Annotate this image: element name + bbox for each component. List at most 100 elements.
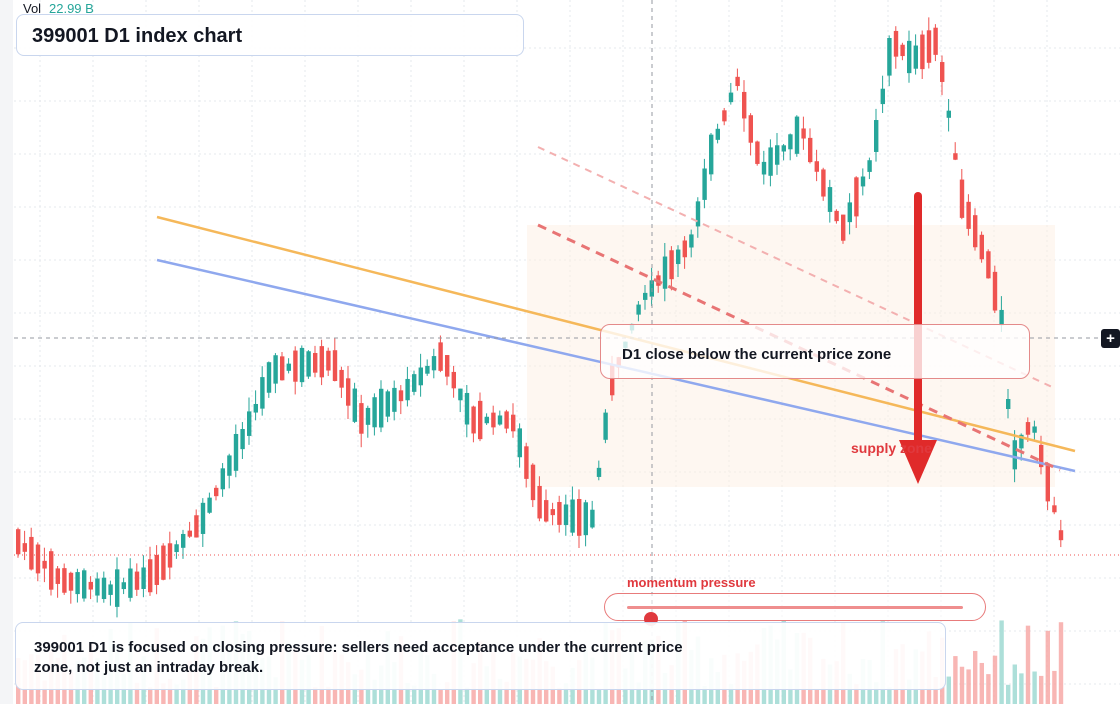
volume-bar xyxy=(959,666,965,704)
volume-bar xyxy=(214,686,219,704)
candle-body xyxy=(966,201,971,229)
candle-body xyxy=(491,412,496,428)
volume-bar xyxy=(953,656,958,704)
volume-bar xyxy=(1006,684,1011,704)
candle-body xyxy=(847,202,852,223)
candle-body xyxy=(1052,505,1057,513)
candle-body xyxy=(999,309,1004,326)
candle-body xyxy=(75,572,80,595)
candle-body xyxy=(115,569,120,607)
candle-body xyxy=(154,554,159,585)
candle-body xyxy=(438,342,443,371)
down-arrow xyxy=(899,192,937,484)
candle-body xyxy=(893,30,899,57)
volume-bar xyxy=(907,679,912,704)
volume-bar xyxy=(134,682,140,704)
candle-body xyxy=(392,387,397,412)
candle-body xyxy=(748,115,753,143)
candle-body xyxy=(695,201,701,227)
candle-body xyxy=(187,530,192,537)
candle-body xyxy=(148,559,153,593)
candle-body xyxy=(352,388,357,422)
volume-bar xyxy=(326,686,331,704)
crosshair-plus-icon[interactable]: + xyxy=(1101,329,1120,348)
candle-body xyxy=(920,34,925,70)
volume-bar xyxy=(1019,673,1024,704)
candle-body xyxy=(517,428,522,458)
candle-body xyxy=(603,412,608,440)
volume-bar xyxy=(596,688,602,704)
candle-body xyxy=(464,392,470,425)
candle-body xyxy=(425,365,430,374)
candle-body xyxy=(35,544,41,574)
candle-body xyxy=(781,145,786,152)
candle-body xyxy=(62,568,67,593)
candle-body xyxy=(194,515,199,538)
candle-body xyxy=(821,169,826,197)
candle-body xyxy=(544,500,549,522)
candle-body xyxy=(788,134,793,150)
candle-body xyxy=(42,560,47,569)
candle-body xyxy=(385,391,390,417)
candle-body xyxy=(266,362,272,393)
volume-bar xyxy=(42,680,47,704)
candle-body xyxy=(887,38,892,76)
candle-body xyxy=(108,584,113,595)
candle-body xyxy=(1032,426,1037,433)
candle-body xyxy=(22,543,27,552)
volume-bar xyxy=(1032,671,1037,704)
candle-body xyxy=(907,40,912,74)
candle-body xyxy=(702,168,707,200)
candle-body xyxy=(610,364,615,396)
candle-body xyxy=(306,351,311,377)
candle-body xyxy=(82,570,87,599)
candle-body xyxy=(293,350,298,382)
volume-bar xyxy=(992,655,998,704)
volume-bar xyxy=(405,682,410,704)
candle-body xyxy=(1058,530,1064,541)
chart-title-card: 399001 D1 index chart xyxy=(16,14,524,56)
candle-body xyxy=(121,582,126,590)
candle-body xyxy=(511,414,516,432)
candle-body xyxy=(313,352,318,373)
analysis-note-card: 399001 D1 is focused on closing pressure… xyxy=(15,622,946,690)
volume-bar xyxy=(557,687,562,704)
candle-body xyxy=(379,388,384,428)
momentum-slider[interactable] xyxy=(604,593,986,626)
volume-bar xyxy=(1039,675,1044,704)
candle-body xyxy=(530,464,536,501)
candle-body xyxy=(537,485,542,519)
volume-bar xyxy=(999,620,1004,704)
candle-body xyxy=(669,250,674,280)
candle-body xyxy=(524,446,529,479)
candle-body xyxy=(841,214,846,241)
volume-bar xyxy=(1012,664,1017,704)
volume-bar xyxy=(438,688,443,704)
candle-body xyxy=(959,179,965,218)
candle-body xyxy=(986,251,991,279)
candle-body xyxy=(768,147,773,176)
candle-body xyxy=(1025,422,1031,435)
candle-body xyxy=(867,160,872,172)
volume-bar xyxy=(497,678,503,704)
volume-label: Vol xyxy=(23,1,42,16)
candle-body xyxy=(365,407,371,425)
candle-body xyxy=(590,509,595,528)
candle-body xyxy=(1006,399,1011,409)
volume-bar xyxy=(702,685,707,704)
candle-body xyxy=(88,581,93,590)
volume-bar xyxy=(636,682,641,704)
analysis-note: 399001 D1 is focused on closing pressure… xyxy=(34,639,683,676)
candle-body xyxy=(880,88,885,105)
candle-body xyxy=(134,571,140,590)
volume-bar xyxy=(504,681,509,704)
candle-body xyxy=(1039,444,1044,468)
candle-body xyxy=(68,572,74,591)
candle-body xyxy=(326,350,331,371)
volume-bar xyxy=(167,678,173,704)
candle-body xyxy=(827,187,833,212)
candle-body xyxy=(709,134,714,175)
candle-body xyxy=(953,153,958,160)
volume-bar xyxy=(728,684,734,704)
candle-body xyxy=(55,568,60,584)
